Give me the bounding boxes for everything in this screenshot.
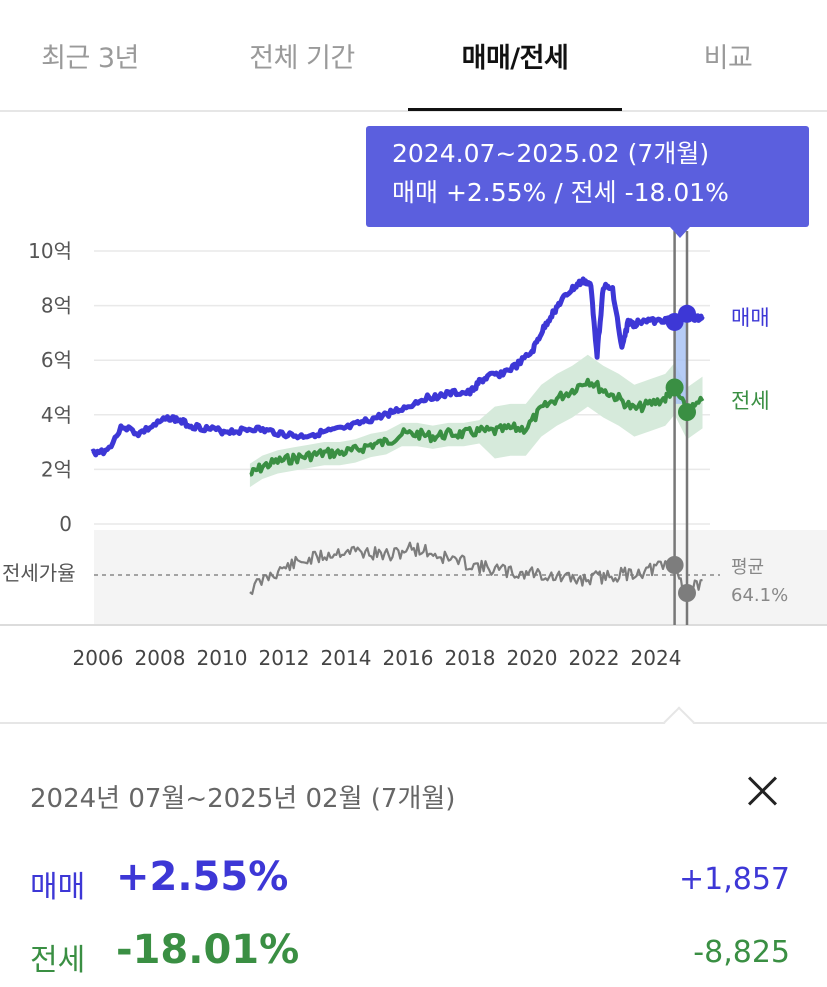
x-tick-label: 2016 xyxy=(383,646,434,670)
x-tick-label: 2008 xyxy=(135,646,186,670)
y-tick-label: 10억 xyxy=(28,239,72,263)
ratio-marker xyxy=(678,584,696,602)
x-tick-label: 2020 xyxy=(507,646,558,670)
jeonse-change-percent: -18.01% xyxy=(116,927,300,973)
tooltip-pointer xyxy=(670,227,690,238)
x-tick-label: 2012 xyxy=(259,646,310,670)
tab-compare[interactable]: 비교 xyxy=(703,43,753,74)
tab-all-period[interactable]: 전체 기간 xyxy=(249,43,355,74)
panel-period: 2024년 07월~2025년 02월 (7개월) xyxy=(30,784,456,814)
y-tick-label: 8억 xyxy=(41,294,72,318)
jeonse-series-label: 전세 xyxy=(731,389,770,413)
jeonse-range-band xyxy=(249,354,703,488)
sale-row-label: 매매 xyxy=(30,870,86,905)
jeonse-change-row: 전세 -18.01% -8,825 xyxy=(30,927,790,978)
sale-marker xyxy=(678,304,696,323)
x-tick-label: 2010 xyxy=(197,646,248,670)
close-icon[interactable] xyxy=(744,772,782,810)
period-tabs: 최근 3년 전체 기간 매매/전세 비교 xyxy=(0,0,827,112)
y-tick-label: 2억 xyxy=(41,457,72,481)
jeonse-row-label: 전세 xyxy=(30,943,86,978)
x-tick-label: 2006 xyxy=(73,646,124,670)
tab-recent-3-years[interactable]: 최근 3년 xyxy=(41,43,139,74)
sale-change-row: 매매 +2.55% +1,857 xyxy=(30,854,790,905)
price-chart[interactable]: 10억 8억 6억 4억 2억 0 2006 2008 2010 2012 2014 2016 201… xyxy=(0,114,827,714)
jeonse-change-amount: -8,825 xyxy=(693,935,790,970)
active-tab-indicator xyxy=(408,108,622,111)
ratio-series-line xyxy=(249,541,703,599)
x-tick-label: 2024 xyxy=(631,646,682,670)
sale-series-line xyxy=(90,276,705,458)
ratio-mean-value: 64.1% xyxy=(731,585,788,606)
sale-series-label: 매매 xyxy=(731,306,770,330)
selection-markers xyxy=(665,304,696,602)
tooltip-period: 2024.07~2025.02 (7개월) xyxy=(392,139,710,168)
tab-sale-jeonse[interactable]: 매매/전세 xyxy=(461,43,569,74)
ratio-marker xyxy=(665,556,684,574)
jeonse-marker xyxy=(665,378,684,397)
change-detail-panel: 2024년 07월~2025년 02월 (7개월) 매매 +2.55% +1,8… xyxy=(0,722,827,987)
y-tick-label: 4억 xyxy=(41,403,72,427)
x-tick-label: 2022 xyxy=(569,646,620,670)
x-axis-ticks: 2006 2008 2010 2012 2014 2016 2018 2020 2022 2024 xyxy=(73,646,682,670)
ratio-panel-background xyxy=(94,530,827,624)
y-axis-ticks: 10억 8억 6억 4억 2억 0 xyxy=(28,239,72,536)
sale-change-amount: +1,857 xyxy=(678,862,790,897)
y-tick-label: 0 xyxy=(59,512,72,536)
ratio-axis-label: 전세가율 xyxy=(2,561,76,585)
selection-tooltip: 2024.07~2025.02 (7개월) 매매 +2.55% / 전세 -18… xyxy=(366,126,809,227)
ratio-mean-label: 평균 xyxy=(731,557,764,578)
x-tick-label: 2014 xyxy=(321,646,372,670)
jeonse-marker xyxy=(678,403,696,422)
sale-change-percent: +2.55% xyxy=(116,854,289,900)
x-tick-label: 2018 xyxy=(445,646,496,670)
jeonse-series-line xyxy=(249,377,705,477)
y-tick-label: 6억 xyxy=(41,348,72,372)
grid-lines xyxy=(94,250,710,525)
tooltip-summary: 매매 +2.55% / 전세 -18.01% xyxy=(392,178,729,207)
